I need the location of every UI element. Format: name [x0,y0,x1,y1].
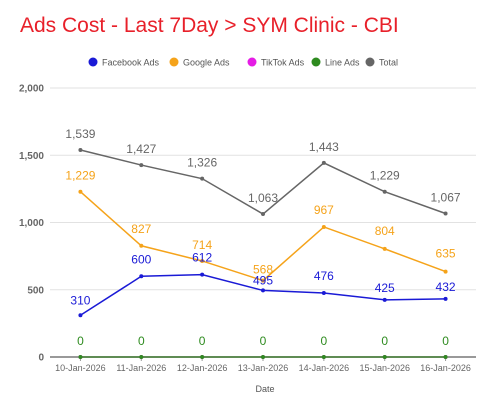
data-point-line-ads [321,355,326,359]
data-point-facebook-ads [200,272,205,277]
data-point-google-ads [321,224,326,229]
x-tick-label: 16-Jan-2026 [420,363,471,373]
data-label-facebook-ads: 310 [70,293,90,307]
data-point-line-ads [139,355,144,359]
x-tick-label: 13-Jan-2026 [238,363,289,373]
data-label-total: 1,539 [65,127,95,141]
data-point-total [200,176,205,181]
data-label-total: 1,063 [248,191,278,205]
data-point-facebook-ads [78,313,83,318]
data-point-total [139,163,144,168]
legend-marker-total [365,57,375,67]
data-label-line-ads: 0 [77,334,84,348]
data-label-facebook-ads: 425 [375,281,395,295]
data-point-facebook-ads [261,288,265,293]
x-tick-label: 10-Jan-2026 [55,363,106,373]
data-point-facebook-ads [321,290,326,295]
y-tick-label: 1,500 [19,151,44,162]
y-tick-label: 500 [27,285,44,296]
x-tick-label: 11-Jan-2026 [116,363,166,373]
data-label-facebook-ads: 495 [253,273,273,287]
legend-marker-line-ads [311,57,321,67]
data-label-line-ads: 0 [321,334,328,348]
data-point-total [382,189,387,194]
data-point-google-ads [382,246,387,251]
data-label-line-ads: 0 [381,334,388,348]
data-label-line-ads: 0 [442,334,449,348]
data-label-google-ads: 967 [314,203,334,217]
data-label-google-ads: 568 [253,263,273,277]
x-tick-label: 15-Jan-2026 [359,363,410,373]
data-point-total [443,211,448,216]
data-point-google-ads [200,258,205,263]
data-label-total: 1,067 [431,190,461,204]
data-label-facebook-ads: 432 [436,280,456,294]
x-tick-label: 12-Jan-2026 [177,363,228,373]
legend-marker-tiktok-ads [247,57,257,67]
legend-label-line-ads: Line Ads [325,58,360,68]
data-label-google-ads: 1,229 [65,169,95,183]
data-point-line-ads [200,355,205,359]
data-label-facebook-ads: 612 [192,251,212,265]
data-point-line-ads [78,355,83,359]
data-label-facebook-ads: 476 [314,269,334,283]
data-label-google-ads: 827 [131,222,151,236]
data-point-facebook-ads [382,297,387,302]
data-point-facebook-ads [139,274,144,279]
legend-marker-google-ads [169,57,179,67]
data-point-google-ads [78,189,83,194]
data-point-line-ads [443,355,448,359]
data-point-google-ads [261,278,265,283]
data-label-total: 1,443 [309,140,339,154]
data-label-google-ads: 635 [436,247,456,261]
data-point-line-ads [261,355,265,359]
data-label-facebook-ads: 600 [131,252,151,266]
data-point-google-ads [139,243,144,248]
data-label-total: 1,427 [126,142,156,156]
legend-label-google-ads: Google Ads [183,58,230,68]
chart-title: Ads Cost - Last 7Day > SYM Clinic - CBI [20,14,399,37]
y-tick-label: 2,000 [19,84,44,95]
legend-label-tiktok-ads: TikTok Ads [261,58,305,68]
data-point-total [78,148,83,153]
legend-marker-facebook-ads [88,57,98,67]
data-label-google-ads: 714 [192,238,212,252]
legend-label-facebook-ads: Facebook Ads [102,58,160,68]
data-point-total [321,160,326,165]
data-point-google-ads [443,269,448,274]
y-tick-label: 0 [38,353,44,364]
data-label-line-ads: 0 [138,334,145,348]
data-point-facebook-ads [443,296,448,301]
x-axis-title: Date [255,384,274,394]
legend-label-total: Total [379,58,398,68]
x-tick-label: 14-Jan-2026 [299,363,350,373]
y-tick-label: 1,000 [19,218,44,229]
data-label-total: 1,229 [370,169,400,183]
data-label-google-ads: 804 [375,224,395,238]
data-label-total: 1,326 [187,156,217,170]
data-point-line-ads [382,355,387,359]
data-label-line-ads: 0 [260,334,267,348]
data-point-total [261,212,265,217]
data-label-line-ads: 0 [199,334,206,348]
